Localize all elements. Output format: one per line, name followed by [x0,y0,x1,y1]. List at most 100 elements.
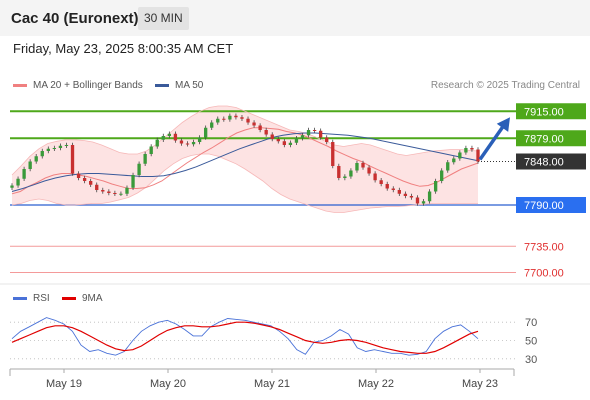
candle-body [470,148,474,150]
candle-body [367,167,371,174]
timestamp: Friday, May 23, 2025 8:00:35 AM CET [13,41,234,56]
legend-ma20-swatch [13,84,27,87]
candle-body [294,138,299,143]
x-tick-label-0: May 19 [46,378,82,390]
candle-body [306,130,311,136]
resistance-label-1: 7879.00 [524,133,564,145]
candle-body [318,130,323,138]
candle-body [155,139,159,147]
price-levels: 7915.00 7879.00 7848.00 7790.00 7735.00 7700.… [10,103,586,280]
target-label-4: 7735.00 [524,241,564,253]
candle-body [107,191,111,193]
last-price-badge [516,153,586,170]
legend-9ma-swatch [62,297,76,300]
candle-body [125,187,129,194]
candle-body [52,148,57,149]
bollinger-band [12,106,478,213]
candle-body [391,188,395,190]
candle-body [101,190,105,192]
candle-body [331,142,335,166]
candle-body [433,181,438,192]
x-tick-label-3: May 22 [358,378,394,390]
legend-ma50-swatch [155,84,169,87]
candle-body [234,115,238,118]
candle-body [70,145,75,174]
copyright: Research © 2025 Trading Central [430,80,580,91]
ma20-line [11,127,479,195]
candle-body [252,122,256,126]
support-badge-3 [516,197,586,213]
candle-body [240,117,244,119]
candle-body [258,125,262,130]
bollinger-band-fill [12,106,478,213]
candle-body [113,193,117,194]
candle-body [191,142,196,145]
x-tick-label-1: May 20 [150,378,186,390]
candle-body [82,178,87,181]
candle-body [89,181,93,185]
candle-body [64,145,69,146]
candle-body [464,148,468,153]
candle-body [179,140,184,144]
candle-body [476,149,480,162]
candle-body [288,142,293,145]
candle-body [446,162,450,171]
candle-body [337,166,341,178]
legend-ma20-label: MA 20 + Bollinger Bands [33,80,143,91]
rsi-line [11,317,479,356]
moving-averages [11,105,479,213]
candle-body [173,133,178,141]
candles [10,113,480,206]
header-bar: Cac 40 (Euronext) 30 MIN [0,0,590,36]
candle-body [40,151,44,157]
candle-body [349,170,353,177]
candle-body [373,173,377,181]
x-tick-label-2: May 21 [254,378,290,390]
forecast-arrow-head [496,117,510,132]
candle-body [28,161,32,169]
resistance-badge-1 [516,130,586,147]
legend-9ma: 9MA [62,293,103,304]
bollinger-upper [11,105,479,176]
candle-body [16,178,20,186]
time-axis: May 19 May 20 May 21 May 22 May 23 [9,368,515,390]
candle-body [161,136,165,140]
candle-body [167,133,172,136]
candle-body [149,146,153,154]
legend-ma50-label: MA 50 [175,80,204,91]
candle-body [300,135,305,139]
timeframe-badge[interactable]: 30 MIN [138,7,189,30]
candle-body [355,163,359,171]
x-tick-label-4: May 23 [462,378,498,390]
candle-body [361,163,365,168]
candle-body [137,163,141,175]
candle-body [46,148,50,151]
rsi-tick-30: 30 [525,354,537,366]
candle-body [185,143,190,145]
instrument-title: Cac 40 (Euronext) [11,10,139,27]
candle-body [76,173,81,178]
candle-body [10,185,14,188]
candle-body [312,130,317,131]
candle-body [143,154,147,164]
candle-body [397,190,401,194]
legend-rsi-label: RSI [33,293,50,304]
candle-body [403,193,408,196]
ma50-line [11,132,479,192]
candle-body [222,118,226,120]
rsi-tick-70: 70 [525,317,537,329]
forecast-arrow-shaft [478,121,508,161]
candle-body [58,145,63,148]
candle-body [197,137,202,142]
resistance-label-0: 7915.00 [524,106,564,118]
candle-body [216,118,220,123]
candle-body [276,139,280,142]
candle-body [95,184,99,190]
candle-body [210,122,214,128]
bollinger-lower [11,153,478,213]
candle-body [264,130,268,135]
candle-body [385,184,389,189]
legend-rsi: RSI [13,293,50,304]
candle-body [458,152,462,159]
